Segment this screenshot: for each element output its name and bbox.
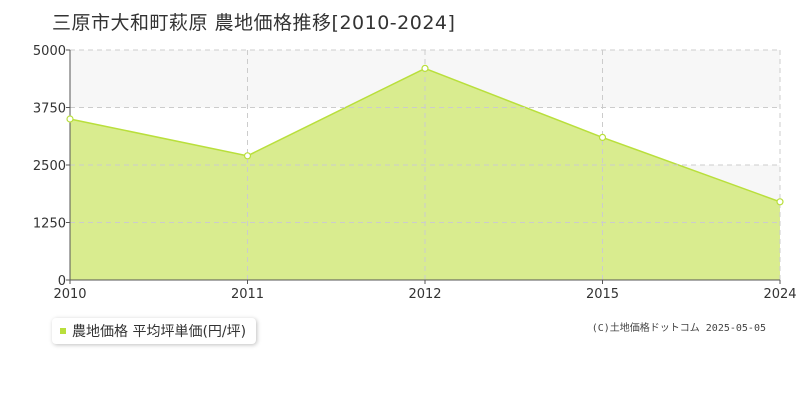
x-tick-label: 2010 xyxy=(53,287,86,302)
legend-swatch xyxy=(60,328,66,334)
copyright-text: (C)土地価格ドットコム 2025-05-05 xyxy=(591,323,766,334)
series-area-0 xyxy=(70,68,780,281)
legend-label: 農地価格 平均坪単価(円/坪) xyxy=(72,324,247,340)
data-point-2015 xyxy=(598,133,607,141)
y-tick-label: 5000 xyxy=(33,44,66,59)
data-point-2011 xyxy=(243,152,252,160)
data-point-2010 xyxy=(66,115,74,123)
y-tick-label: 0 xyxy=(58,274,66,289)
x-tick-label: 2015 xyxy=(586,287,619,302)
chart-title: 三原市大和町萩原 農地価格推移[2010-2024] xyxy=(52,12,456,34)
data-point-2024 xyxy=(776,198,784,206)
y-tick-label: 3750 xyxy=(33,102,66,117)
x-tick-label: 2012 xyxy=(408,287,441,302)
x-tick-label: 2024 xyxy=(763,287,796,302)
legend: 農地価格 平均坪単価(円/坪) xyxy=(52,318,257,344)
data-point-2012 xyxy=(421,64,429,73)
y-tick-label: 2500 xyxy=(33,159,66,174)
x-tick-label: 2011 xyxy=(231,287,264,302)
y-tick-label: 1250 xyxy=(33,217,66,232)
